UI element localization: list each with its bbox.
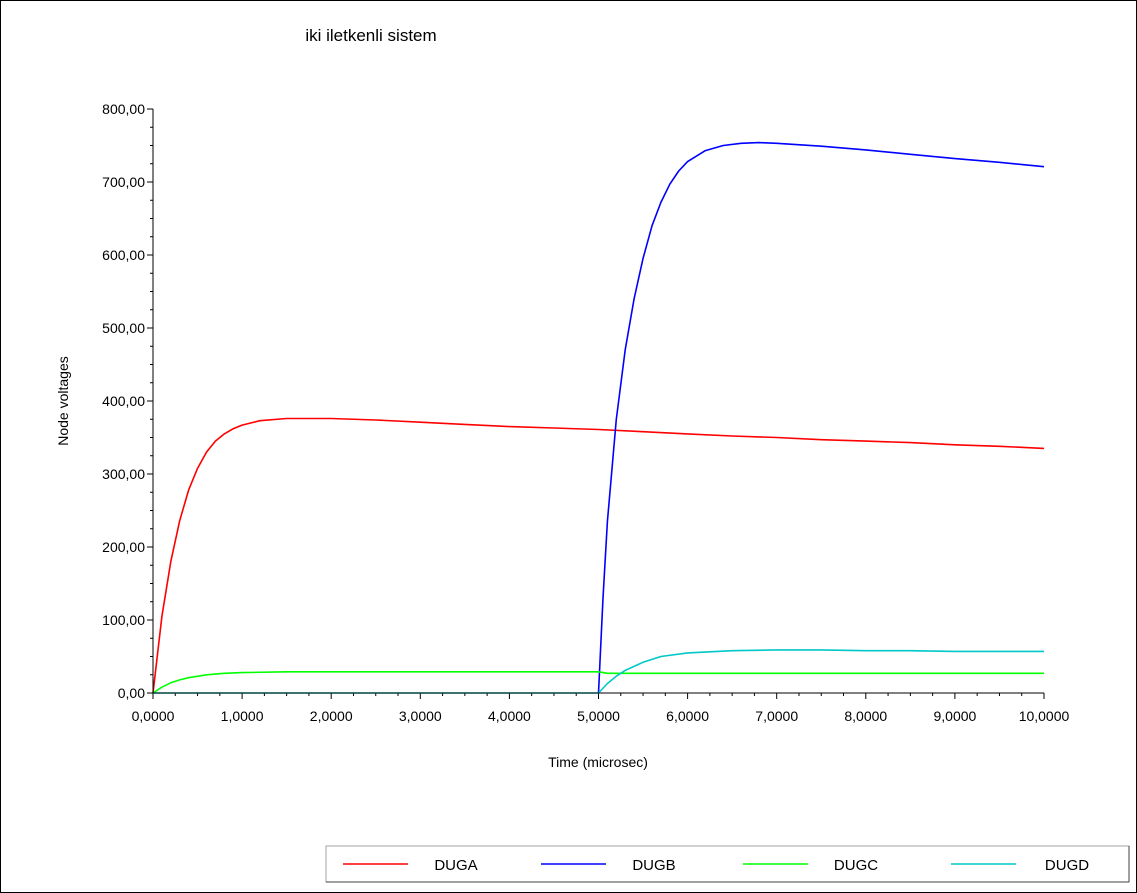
y-tick-label: 700,00 (102, 174, 145, 190)
legend-label-dugd: DUGD (1045, 857, 1089, 874)
y-tick-label: 800,00 (102, 101, 145, 117)
y-tick-label: 400,00 (102, 393, 145, 409)
legend-label-dugb: DUGB (632, 857, 675, 874)
x-tick-label: 5,0000 (577, 708, 620, 724)
series-line-duga (152, 417, 1045, 694)
y-tick-label: 100,00 (102, 612, 145, 628)
y-tick-label: 500,00 (102, 320, 145, 336)
x-tick-label: 0,0000 (132, 708, 175, 724)
legend-label-dugc: DUGC (834, 857, 878, 874)
x-tick-label: 4,0000 (488, 708, 531, 724)
x-axis-ticks: 0,0000 1,0000 2,0000 3,0000 4,0000 5,0000 6,00… (132, 693, 1070, 724)
y-tick-label: 300,00 (102, 466, 145, 482)
x-tick-label: 3,0000 (399, 708, 442, 724)
x-tick-label: 2,0000 (310, 708, 353, 724)
chart-title: iki iletkenli sistem (305, 26, 436, 45)
x-axis-label: Time (microsec) (548, 754, 648, 770)
x-tick-label: 7,0000 (755, 708, 798, 724)
x-tick-label: 6,0000 (666, 708, 709, 724)
x-tick-label: 10,0000 (1019, 708, 1070, 724)
x-tick-label: 9,0000 (933, 708, 976, 724)
y-tick-label: 600,00 (102, 247, 145, 263)
x-tick-label: 1,0000 (221, 708, 264, 724)
legend: DUGA DUGB DUGC DUGD (325, 845, 1130, 883)
y-axis-label: Node voltages (55, 356, 71, 446)
y-tick-label: 200,00 (102, 539, 145, 555)
x-tick-label: 8,0000 (844, 708, 887, 724)
legend-label-duga: DUGA (434, 857, 477, 874)
series-line-dugb (597, 141, 1045, 694)
y-axis-ticks: 0,00 100,00 200,00 300,00 400,00 500,00 600,00… (102, 101, 153, 701)
series-lines (152, 141, 1045, 694)
y-tick-label: 0,00 (118, 685, 145, 701)
series-line-dugc (152, 670, 1044, 694)
